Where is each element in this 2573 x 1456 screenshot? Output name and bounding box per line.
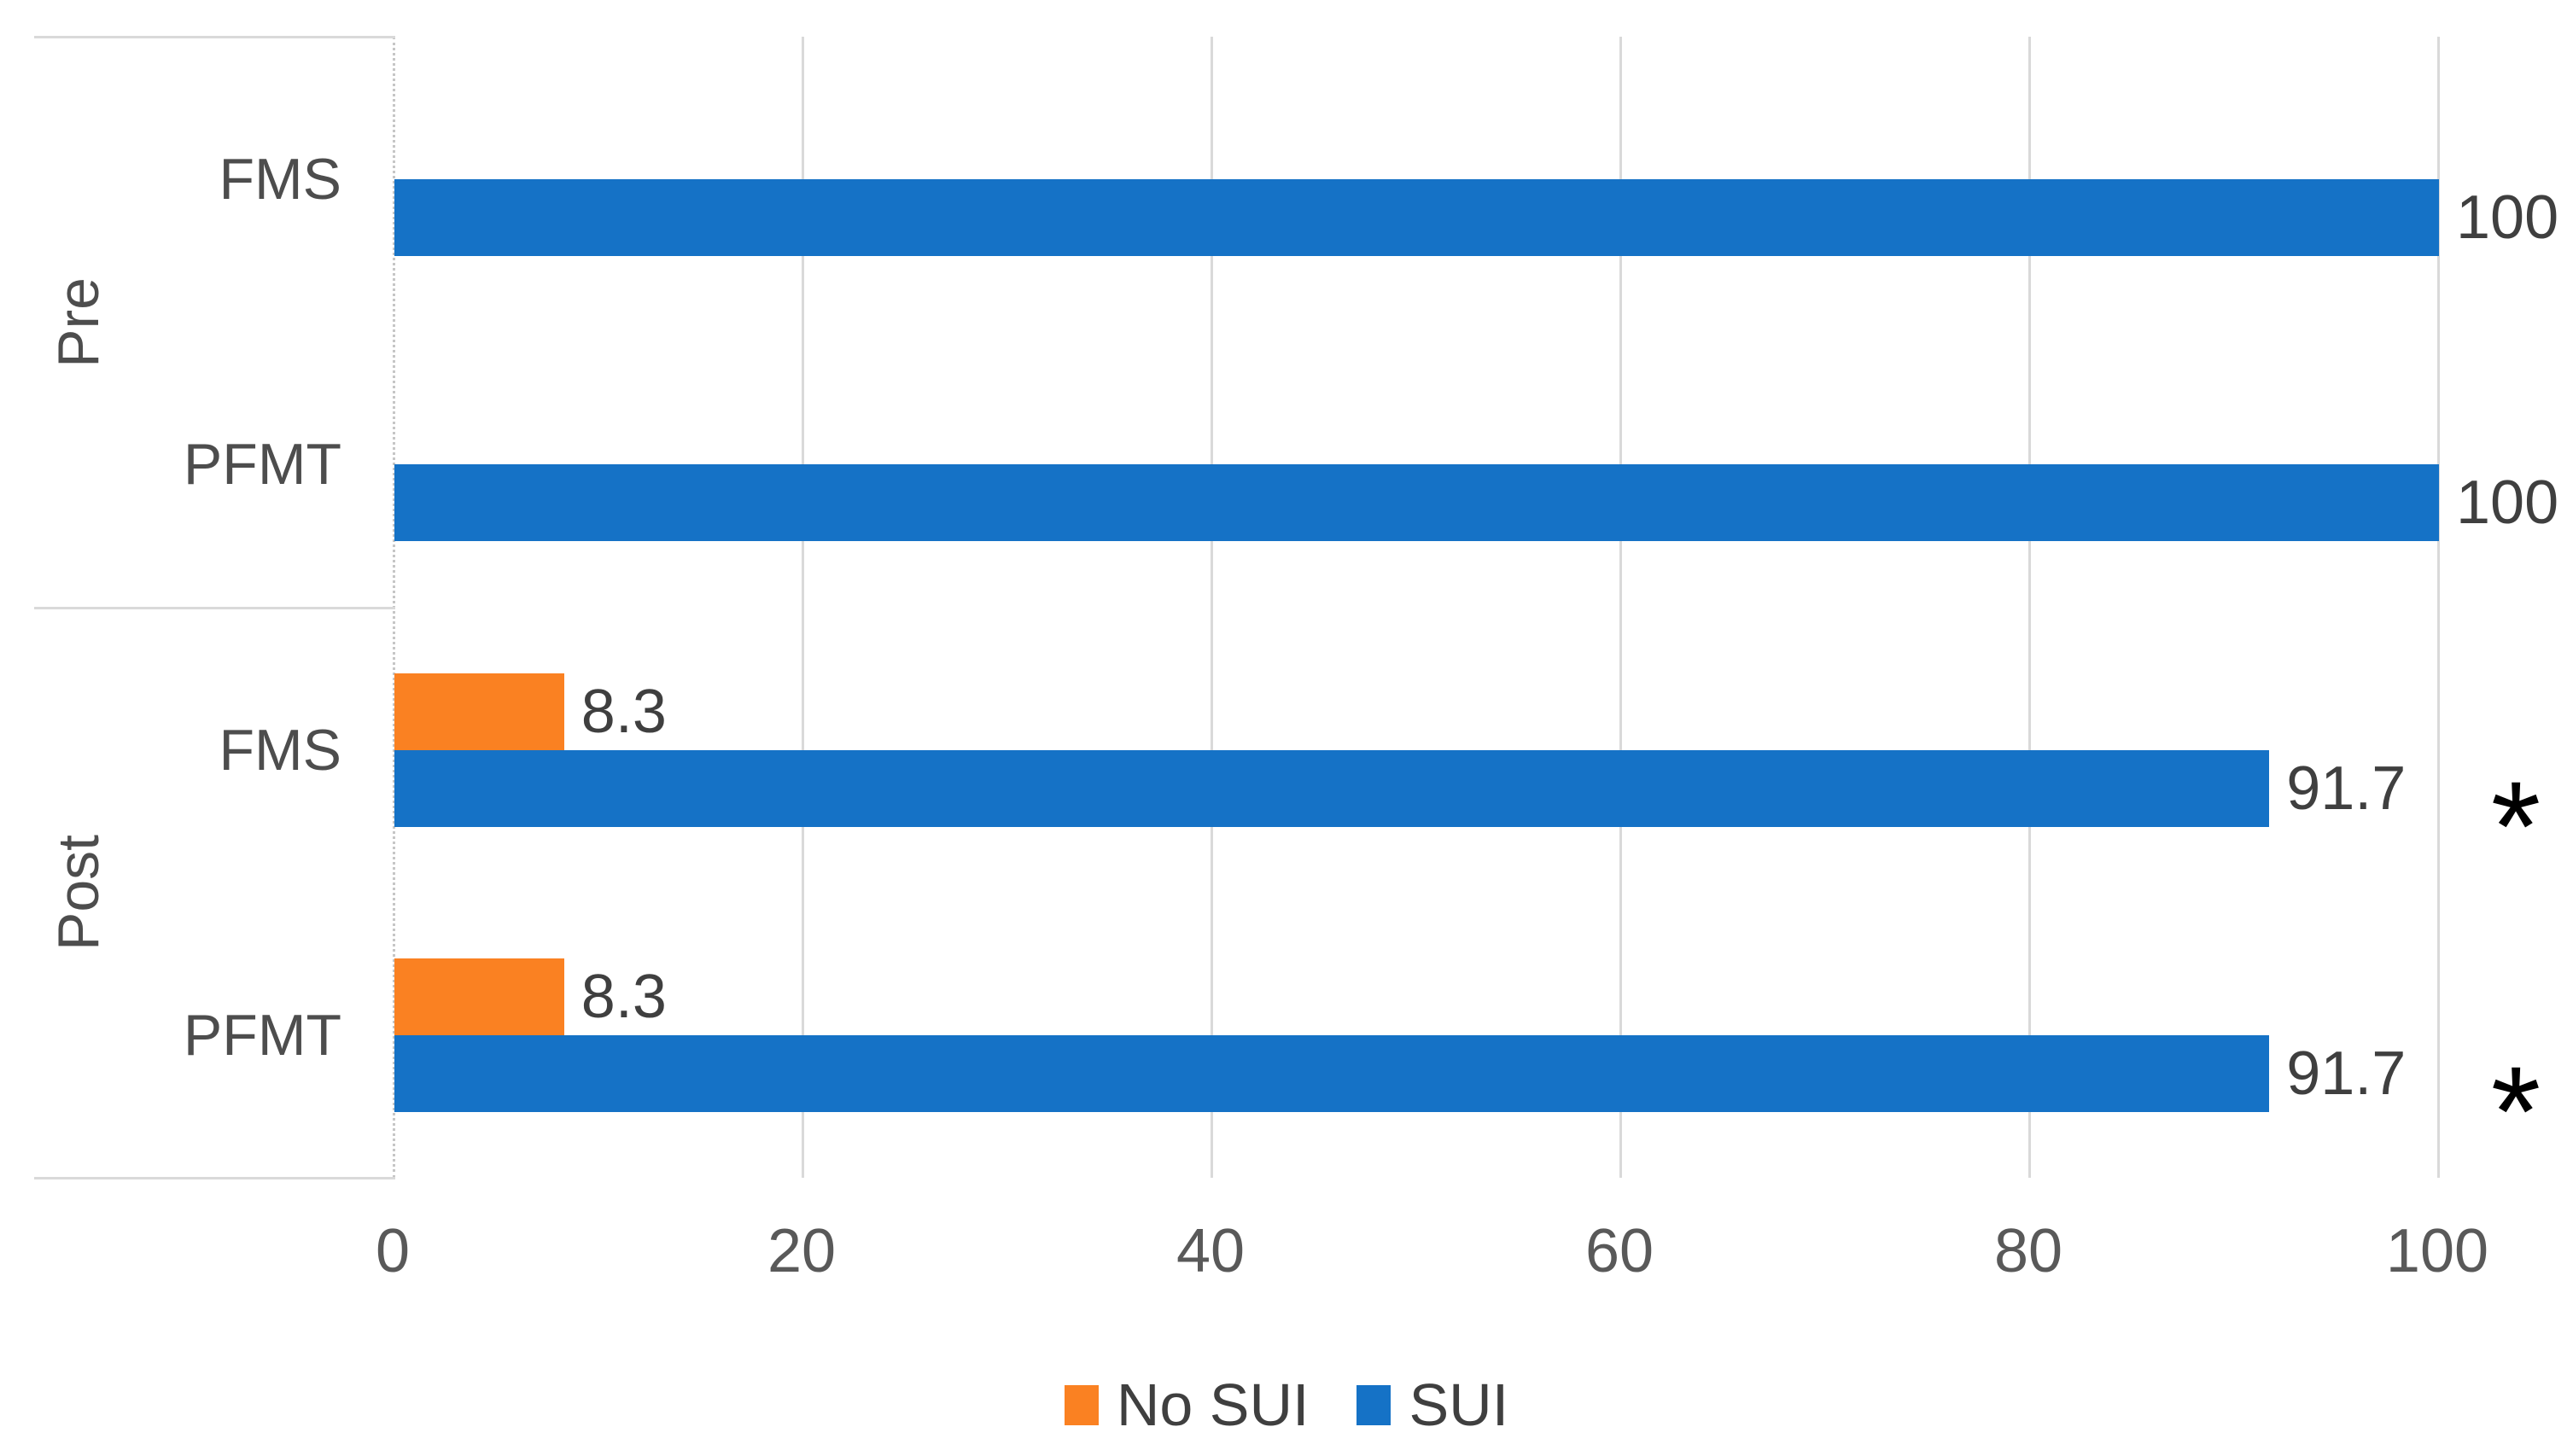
asterisk-glyph: * (2490, 1040, 2541, 1184)
gridline-20 (802, 37, 804, 1178)
bar-sui-pre-pfmt (394, 464, 2439, 542)
bar-no-sui-post-pfmt (394, 958, 564, 1035)
category-axis-bottom-line (34, 1177, 395, 1179)
legend-swatch-sui (1357, 1384, 1392, 1425)
gridline-80 (2028, 37, 2031, 1178)
legend: No SUI SUI (0, 1354, 2573, 1456)
category-label-post-pfmt: PFMT (183, 1002, 341, 1068)
legend-label-no-sui: No SUI (1116, 1372, 1310, 1438)
x-tick-label-80: 80 (1993, 1217, 2063, 1285)
data-label-sui-pre-pfmt: 100 (2456, 469, 2559, 538)
category-axis-top-line (34, 36, 395, 38)
category-label-pre-pfmt: PFMT (183, 432, 341, 498)
category-label-post-fms: FMS (219, 717, 341, 783)
data-label-no-sui-post-pfmt: 8.3 (581, 962, 667, 1031)
bar-sui-post-fms (394, 749, 2270, 827)
x-tick-label-20: 20 (767, 1217, 837, 1285)
gridline-100 (2437, 37, 2440, 1178)
data-label-sui-post-fms: 91.7 (2286, 754, 2407, 823)
gridline-40 (1211, 37, 1213, 1178)
x-tick-label-100: 100 (2385, 1217, 2489, 1285)
group-label-post: Post (46, 834, 111, 952)
x-tick-label-0: 0 (375, 1217, 411, 1285)
bar-sui-post-pfmt (394, 1034, 2270, 1112)
significance-asterisk-post-fms: * (2456, 750, 2573, 898)
data-label-sui-post-pfmt: 91.7 (2286, 1039, 2407, 1108)
group-label-pre: Pre (46, 277, 111, 368)
legend-item-sui: SUI (1357, 1371, 1508, 1439)
x-tick-label-60: 60 (1584, 1217, 1654, 1285)
legend-item-no-sui: No SUI (1064, 1371, 1310, 1439)
asterisk-glyph: * (2490, 754, 2541, 899)
gridline-60 (1619, 37, 1622, 1178)
category-label-pre-fms: FMS (219, 147, 341, 213)
group-divider-line (34, 606, 395, 609)
significance-asterisk-post-pfmt: * (2456, 1035, 2573, 1183)
legend-swatch-no-sui (1064, 1384, 1099, 1425)
x-tick-label-40: 40 (1176, 1217, 1246, 1285)
data-label-no-sui-post-fms: 8.3 (581, 677, 667, 746)
data-label-sui-pre-fms: 100 (2456, 183, 2559, 253)
bar-no-sui-post-fms (394, 673, 564, 750)
legend-label-sui: SUI (1409, 1372, 1509, 1438)
bar-sui-pre-fms (394, 179, 2439, 257)
